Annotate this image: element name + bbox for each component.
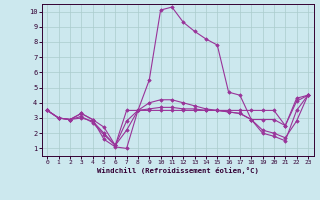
X-axis label: Windchill (Refroidissement éolien,°C): Windchill (Refroidissement éolien,°C)	[97, 167, 259, 174]
